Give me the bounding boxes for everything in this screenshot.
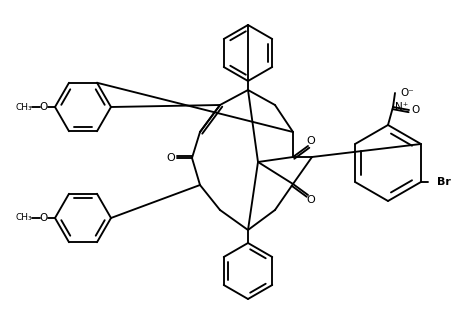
Text: Br: Br bbox=[437, 177, 451, 187]
Text: CH₃: CH₃ bbox=[16, 102, 32, 111]
Text: O: O bbox=[40, 213, 48, 223]
Text: O: O bbox=[40, 102, 48, 112]
Text: O: O bbox=[167, 153, 175, 163]
Text: N⁺: N⁺ bbox=[395, 102, 408, 112]
Text: O: O bbox=[307, 195, 316, 205]
Text: CH₃: CH₃ bbox=[16, 214, 32, 223]
Text: O⁻: O⁻ bbox=[400, 88, 414, 98]
Text: O: O bbox=[307, 136, 316, 146]
Text: O: O bbox=[411, 105, 419, 115]
